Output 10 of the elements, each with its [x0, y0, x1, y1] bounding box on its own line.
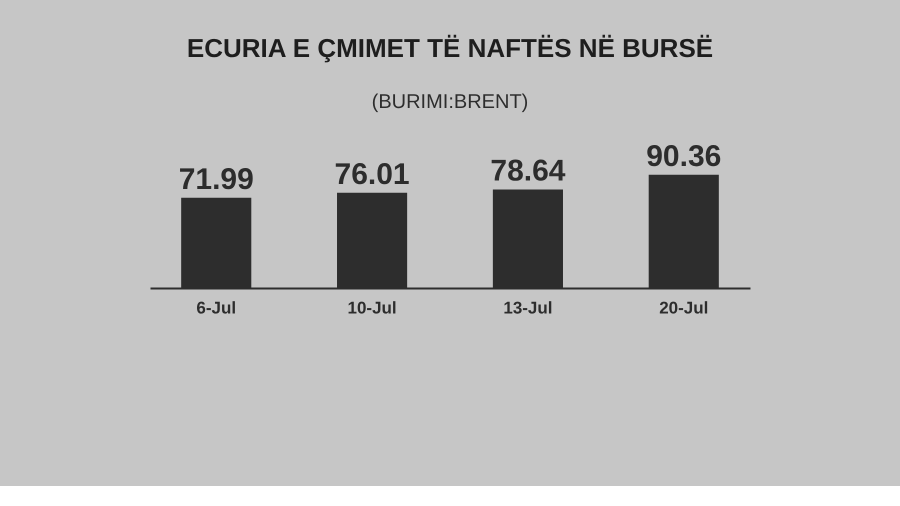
- data-label: 90.36: [646, 140, 722, 173]
- x-tick-label: 13-Jul: [503, 298, 552, 318]
- x-tick-label: 6-Jul: [196, 298, 236, 318]
- chart-subtitle: (BURIMI:BRENT): [372, 90, 528, 113]
- x-tick-label: 10-Jul: [348, 298, 397, 318]
- data-label: 76.01: [334, 158, 410, 191]
- data-label: 71.99: [178, 162, 254, 196]
- chart-title: ECURIA E ÇMIMET TË NAFTËS NË BURSË: [186, 32, 714, 63]
- data-label: 78.64: [490, 154, 566, 188]
- x-tick-label: 20-Jul: [659, 298, 708, 318]
